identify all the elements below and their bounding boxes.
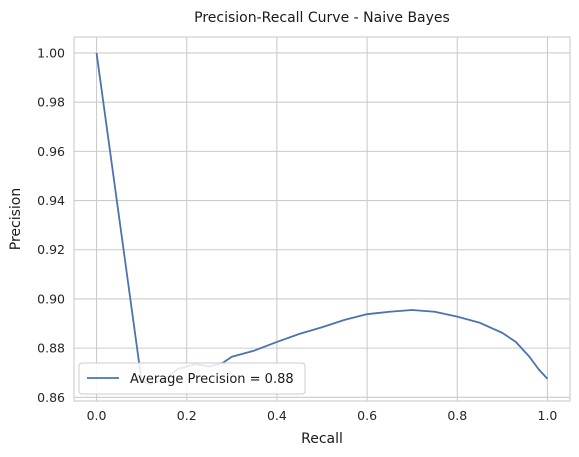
legend-box <box>78 362 306 395</box>
x-tick-labels: 0.0 0.2 0.4 0.6 0.8 1.0 <box>87 408 558 423</box>
y-tick-label: 0.92 <box>37 242 65 257</box>
y-tick-label: 1.00 <box>37 45 65 60</box>
legend-label: Average Precision = 0.88 <box>130 372 294 387</box>
y-tick-label: 0.90 <box>37 291 65 306</box>
y-gridlines <box>74 52 570 398</box>
plot-area <box>74 37 570 401</box>
y-axis-label: Precision <box>8 188 24 250</box>
x-tick-label: 0.0 <box>87 408 107 423</box>
y-tick-label: 0.98 <box>37 95 65 110</box>
x-tick-label: 0.2 <box>177 408 197 423</box>
y-tick-label: 0.94 <box>37 193 65 208</box>
legend: Average Precision = 0.88 <box>78 362 306 395</box>
y-tick-label: 0.86 <box>37 390 65 405</box>
x-tick-label: 1.0 <box>538 408 558 423</box>
x-tick-label: 0.6 <box>357 408 377 423</box>
plot-frame <box>73 36 571 402</box>
x-gridlines <box>95 37 549 401</box>
chart-title: Precision-Recall Curve - Naive Bayes <box>194 10 450 26</box>
y-tick-labels: 0.86 0.88 0.90 0.92 0.94 0.96 0.98 1.00 <box>37 45 65 404</box>
y-tick-label: 0.96 <box>37 144 65 159</box>
x-tick-label: 0.8 <box>447 408 467 423</box>
y-tick-label: 0.88 <box>37 341 65 356</box>
x-tick-label: 0.4 <box>267 408 287 423</box>
x-axis-label: Recall <box>301 431 343 447</box>
